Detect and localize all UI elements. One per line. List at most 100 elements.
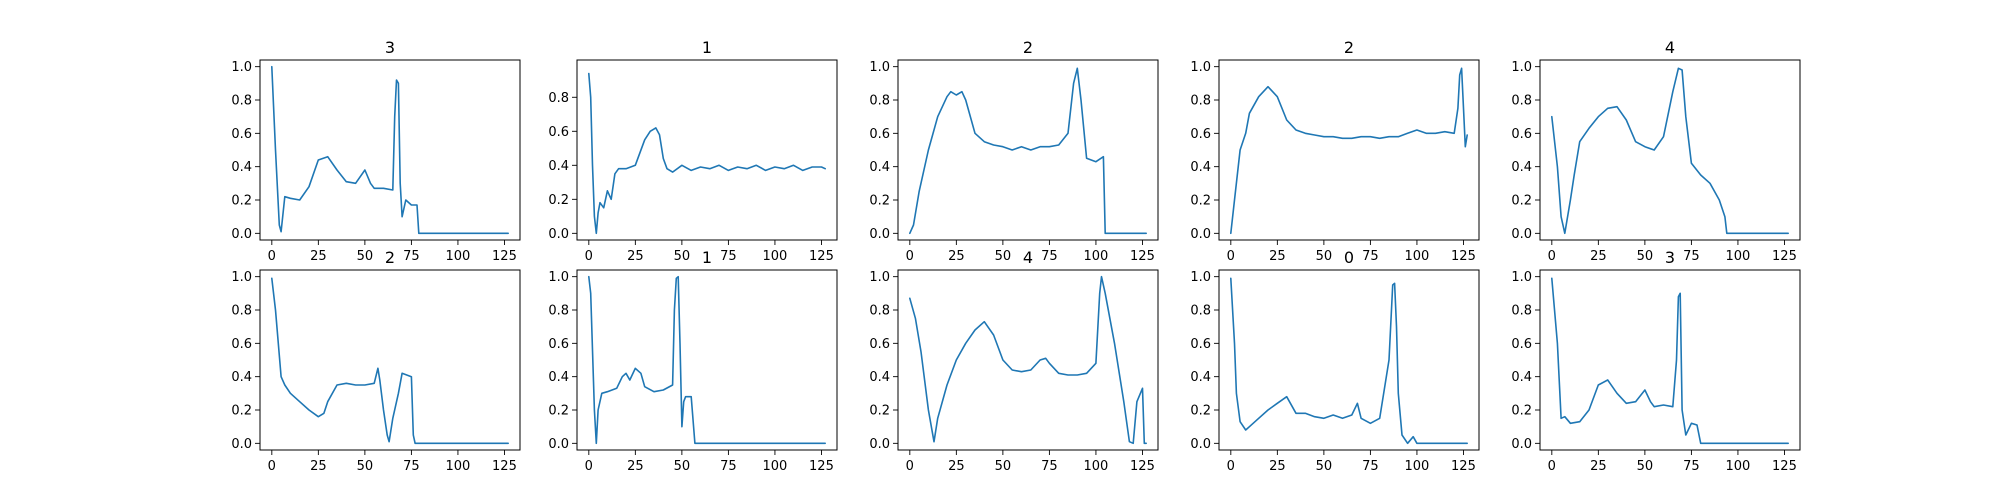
axes-frame [897, 269, 1159, 451]
x-tick-label: 25 [948, 459, 965, 474]
x-tick-label: 50 [1637, 249, 1654, 264]
x-tick-label: 125 [492, 459, 517, 474]
subplot-title: 3 [385, 38, 395, 57]
x-tick-label: 125 [1772, 249, 1797, 264]
axes-frame [897, 59, 1159, 241]
y-tick-label: 0.8 [1190, 304, 1211, 319]
y-tick-label: 1.0 [1511, 270, 1532, 285]
y-tick-label: 1.0 [1190, 60, 1211, 75]
y-tick-label: 1.0 [1190, 270, 1211, 285]
subplot-1: 0 25 50 75 100 125 0.0 0.2 0.4 0.6 0.8 1 [548, 38, 838, 264]
y-tick-label: 0.4 [231, 370, 252, 385]
subplot-title: 0 [1344, 248, 1354, 267]
series-line [1551, 67, 1789, 235]
y-tick-label: 0.6 [1190, 127, 1211, 142]
x-tick-label: 50 [995, 459, 1012, 474]
subplot-title: 1 [702, 248, 712, 267]
subplot-0: 0 25 50 75 100 125 0.0 0.2 0.4 0.6 0.8 1.0 3 [231, 38, 521, 264]
y-tick-label: 0.2 [869, 404, 890, 419]
y-tick-label: 0.8 [548, 91, 569, 106]
x-tick-label: 100 [1405, 249, 1430, 264]
subplot-9: 0 25 50 75 100 125 0.0 0.2 0.4 0.6 0.8 1.0 3 [1511, 248, 1801, 474]
x-tick-label: 0 [906, 249, 914, 264]
x-tick-label: 75 [1683, 249, 1700, 264]
x-tick-label: 25 [1269, 459, 1286, 474]
y-tick-label: 0.0 [1190, 227, 1211, 242]
axes-frame [259, 59, 521, 241]
y-tick-label: 0.2 [231, 404, 252, 419]
y-tick-label: 1.0 [869, 270, 890, 285]
y-tick-label: 0.2 [1511, 194, 1532, 209]
x-tick-label: 75 [403, 459, 420, 474]
y-tick-label: 0.4 [1190, 370, 1211, 385]
x-tick-label: 125 [809, 249, 834, 264]
y-tick-label: 0.0 [1190, 437, 1211, 452]
subplot-title: 2 [1023, 38, 1033, 57]
subplot-4: 0 25 50 75 100 125 0.0 0.2 0.4 0.6 0.8 1.0 4 [1511, 38, 1801, 264]
y-tick-label: 0.2 [869, 194, 890, 209]
x-tick-label: 75 [1683, 459, 1700, 474]
y-tick-label: 0.4 [1511, 370, 1532, 385]
x-tick-label: 75 [720, 249, 737, 264]
series-line [1551, 277, 1789, 445]
subplot-title: 1 [702, 38, 712, 57]
y-tick-label: 0.6 [1511, 337, 1532, 352]
x-tick-label: 125 [1772, 459, 1797, 474]
x-tick-label: 50 [1637, 459, 1654, 474]
x-tick-label: 75 [720, 459, 737, 474]
x-tick-label: 125 [1451, 249, 1476, 264]
subplot-8: 0 25 50 75 100 125 0.0 0.2 0.4 0.6 0.8 1.0 0 [1190, 248, 1480, 474]
y-tick-label: 0.4 [869, 370, 890, 385]
axes-frame [1539, 269, 1801, 451]
series-line [270, 277, 510, 445]
x-tick-label: 25 [310, 459, 327, 474]
x-tick-label: 125 [1451, 459, 1476, 474]
y-tick-label: 0.6 [869, 127, 890, 142]
x-tick-label: 75 [1362, 249, 1379, 264]
subplot-2: 0 25 50 75 100 125 0.0 0.2 0.4 0.6 0.8 1.0 2 [869, 38, 1159, 264]
x-tick-label: 100 [1405, 459, 1430, 474]
y-tick-label: 0.8 [231, 304, 252, 319]
x-tick-label: 75 [403, 249, 420, 264]
axes-frame [1218, 269, 1480, 451]
y-tick-label: 0.2 [1190, 194, 1211, 209]
y-tick-label: 0.6 [1190, 337, 1211, 352]
x-tick-label: 100 [446, 249, 471, 264]
y-tick-label: 0.8 [869, 304, 890, 319]
x-tick-label: 25 [1590, 459, 1607, 474]
x-tick-label: 50 [357, 249, 374, 264]
y-tick-label: 1.0 [1511, 60, 1532, 75]
y-tick-label: 0.6 [548, 337, 569, 352]
series-line [587, 72, 827, 235]
y-tick-label: 0.8 [1511, 304, 1532, 319]
y-tick-label: 0.0 [1511, 227, 1532, 242]
x-tick-label: 125 [1130, 459, 1155, 474]
x-tick-label: 25 [627, 459, 644, 474]
y-tick-label: 0.2 [548, 193, 569, 208]
x-tick-label: 100 [1726, 249, 1751, 264]
x-tick-label: 0 [1227, 249, 1235, 264]
y-tick-label: 0.2 [548, 404, 569, 419]
y-tick-label: 0.0 [231, 227, 252, 242]
x-tick-label: 125 [809, 459, 834, 474]
x-tick-label: 25 [627, 249, 644, 264]
x-tick-label: 75 [1362, 459, 1379, 474]
y-tick-label: 0.4 [1511, 160, 1532, 175]
x-tick-label: 25 [1269, 249, 1286, 264]
x-tick-label: 100 [763, 459, 788, 474]
subplot-title: 3 [1665, 248, 1675, 267]
x-tick-label: 75 [1041, 249, 1058, 264]
axes-frame [1539, 59, 1801, 241]
series-line [908, 275, 1147, 445]
x-tick-label: 100 [1084, 459, 1109, 474]
y-tick-label: 1.0 [869, 60, 890, 75]
series-line [1230, 67, 1468, 235]
x-tick-label: 75 [1041, 459, 1058, 474]
x-tick-label: 0 [268, 249, 276, 264]
subplot-3: 0 25 50 75 100 125 0.0 0.2 0.4 0.6 0.8 1.0 2 [1190, 38, 1480, 264]
y-tick-label: 0.2 [231, 194, 252, 209]
y-tick-label: 0.0 [231, 437, 252, 452]
x-tick-label: 50 [357, 459, 374, 474]
x-tick-label: 50 [674, 249, 691, 264]
